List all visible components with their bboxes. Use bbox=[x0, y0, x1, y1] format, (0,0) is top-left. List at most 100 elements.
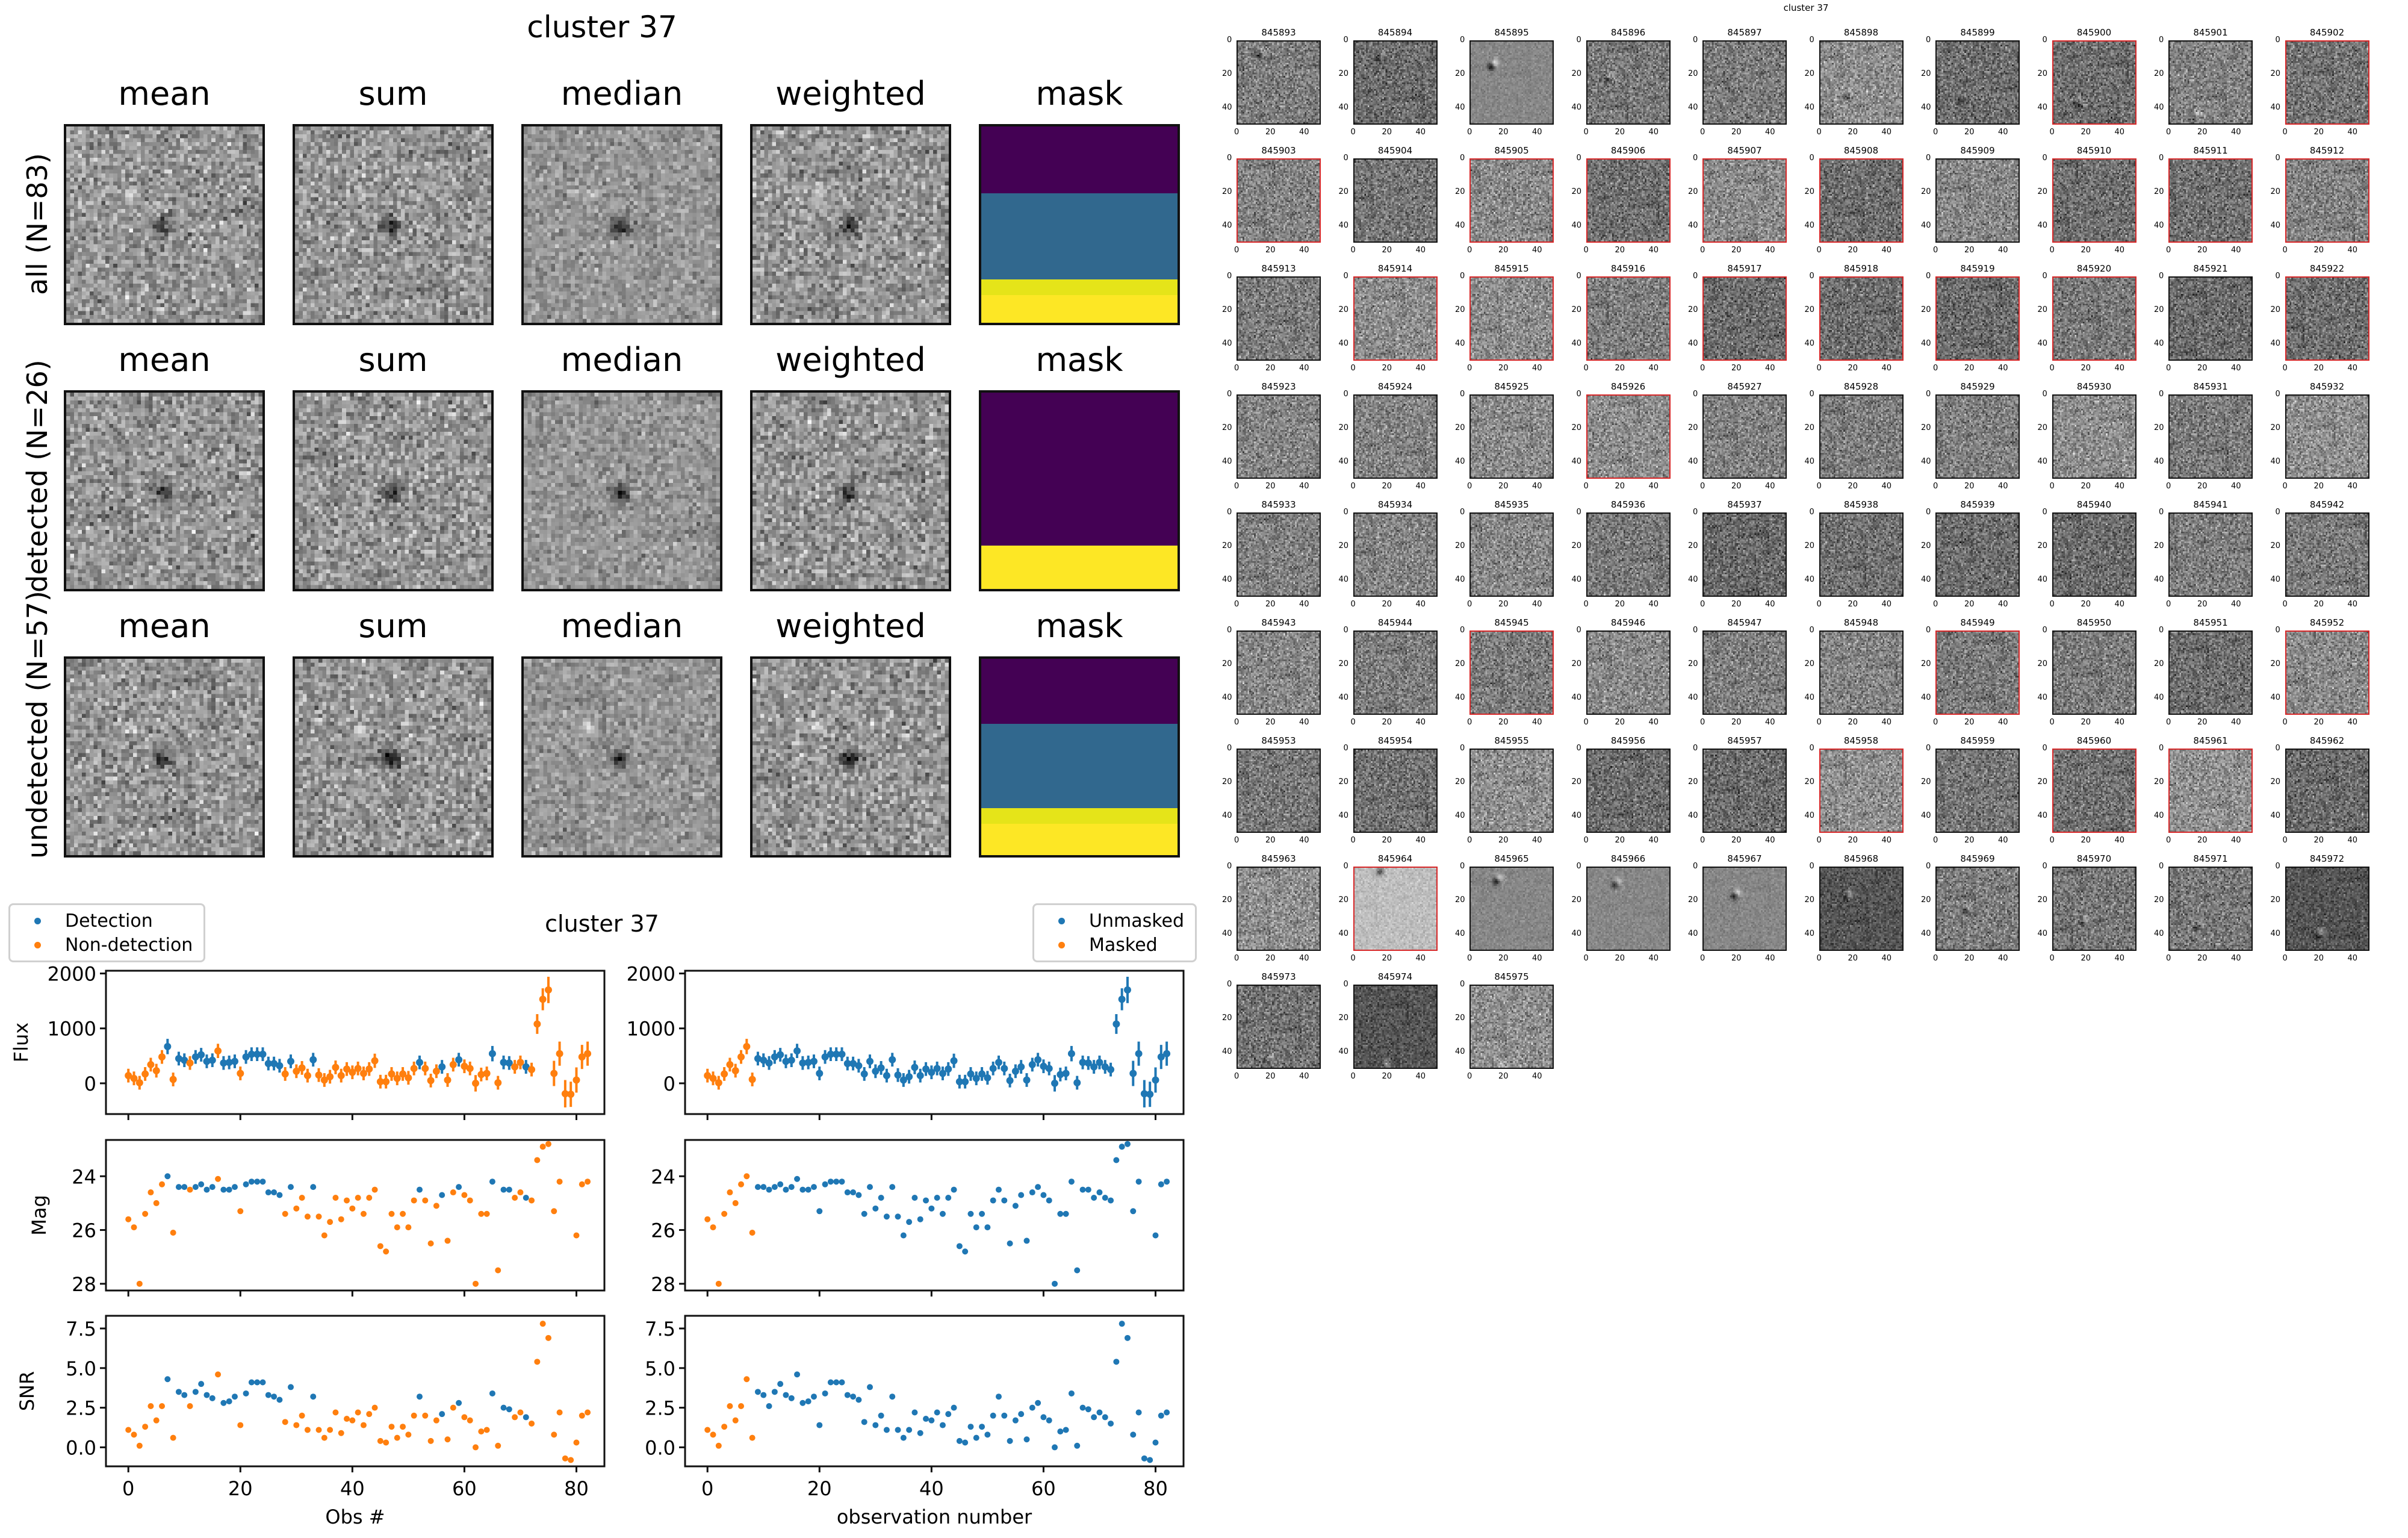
thumbnail-y-tick: 20 bbox=[1222, 895, 1232, 904]
data-point bbox=[911, 1194, 918, 1201]
thumbnail-title: 845938 bbox=[1843, 499, 1879, 510]
thumbnail-y-tick: 20 bbox=[1921, 305, 1931, 314]
thumbnail-y-tick: 20 bbox=[1338, 187, 1349, 196]
data-point bbox=[456, 1399, 462, 1406]
thumbnail-image bbox=[2168, 630, 2253, 715]
thumbnail-y-tick: 20 bbox=[1455, 305, 1465, 314]
data-point bbox=[1129, 1069, 1137, 1077]
thumbnail-image bbox=[2052, 394, 2136, 479]
data-point bbox=[1096, 1189, 1103, 1196]
data-point bbox=[545, 1141, 551, 1147]
thumbnail-x-tick: 0 bbox=[2282, 364, 2288, 373]
thumbnail-pixels bbox=[2170, 396, 2251, 478]
thumbnail-title: 845972 bbox=[2309, 853, 2345, 864]
thumbnail-pixels bbox=[1937, 632, 2019, 714]
mask-band bbox=[981, 126, 1178, 193]
data-point bbox=[203, 1186, 210, 1193]
data-point bbox=[1023, 1076, 1031, 1084]
data-point bbox=[979, 1424, 985, 1430]
thumbnail-x-tick: 20 bbox=[2197, 482, 2208, 491]
thumbnail-x-tick: 20 bbox=[1382, 482, 1392, 491]
thumbnail-x-tick: 20 bbox=[1382, 128, 1392, 137]
data-point bbox=[1074, 1442, 1081, 1449]
thumbnail-title: 845926 bbox=[1610, 381, 1646, 392]
data-point bbox=[355, 1194, 361, 1201]
thumbnail-y-tick: 40 bbox=[2037, 103, 2048, 112]
thumbnail-x-tick: 20 bbox=[1498, 1072, 1509, 1081]
data-point bbox=[1023, 1436, 1030, 1443]
thumbnail-title: 845933 bbox=[1261, 499, 1296, 510]
thumbnail-x-tick: 20 bbox=[1964, 718, 1975, 727]
row-label: undetected (N=57) bbox=[21, 591, 54, 859]
thumbnail-y-tick: 20 bbox=[1688, 777, 1698, 786]
thumbnail-x-tick: 40 bbox=[2114, 718, 2125, 727]
data-point bbox=[125, 1216, 132, 1222]
thumbnail-y-tick: 40 bbox=[1455, 693, 1465, 702]
thumbnail-x-tick: 40 bbox=[2114, 482, 2125, 491]
thumbnail-x-tick: 40 bbox=[1648, 128, 1659, 137]
thumbnail-image-masked bbox=[1702, 158, 1787, 243]
data-point bbox=[1057, 1210, 1064, 1217]
thumbnail-y-tick: 0 bbox=[1343, 862, 1348, 871]
data-point bbox=[1123, 986, 1131, 994]
thumbnail-x-tick: 0 bbox=[1933, 246, 1938, 255]
thumbnail-pixels bbox=[1587, 868, 1669, 950]
y-tick-label: 1000 bbox=[627, 1018, 675, 1041]
thumbnail-x-tick: 40 bbox=[1299, 246, 1309, 255]
thumbnail-pixels bbox=[1820, 750, 1902, 832]
data-point bbox=[990, 1197, 996, 1204]
data-point bbox=[276, 1062, 284, 1069]
data-point bbox=[1018, 1192, 1025, 1198]
data-point bbox=[214, 1047, 222, 1055]
data-point bbox=[405, 1224, 412, 1231]
data-point bbox=[371, 1057, 379, 1065]
y-tick-label: 0.0 bbox=[645, 1436, 675, 1459]
x-tick-label: 0 bbox=[701, 1477, 713, 1500]
data-point bbox=[1052, 1444, 1058, 1451]
column-title-mean: mean bbox=[118, 75, 211, 113]
thumbnail-x-tick: 0 bbox=[1816, 718, 1822, 727]
data-point bbox=[727, 1189, 733, 1196]
data-point bbox=[710, 1224, 716, 1231]
thumbnail-title: 845942 bbox=[2309, 499, 2345, 510]
thumbnail-pixels bbox=[1937, 750, 2019, 832]
thumbnail-y-tick: 0 bbox=[1809, 862, 1814, 871]
data-point bbox=[377, 1437, 383, 1444]
thumbnail-title: 845898 bbox=[1843, 27, 1879, 38]
thumbnail-title: 845914 bbox=[1377, 263, 1413, 274]
legend-detection: Detection Non-detection bbox=[8, 903, 206, 962]
data-point bbox=[1130, 1208, 1137, 1215]
thumbnail-y-tick: 20 bbox=[2154, 69, 2164, 78]
thumbnail-x-tick: 20 bbox=[1731, 128, 1742, 137]
thumbnail-x-tick: 20 bbox=[1382, 954, 1392, 963]
thumbnail-title: 845953 bbox=[1261, 735, 1296, 746]
thumbnail-title: 845969 bbox=[1960, 853, 1995, 864]
thumbnail-image bbox=[1586, 867, 1671, 951]
thumbnail-image bbox=[1353, 985, 1438, 1069]
thumbnail-x-tick: 0 bbox=[2282, 718, 2288, 727]
thumbnail-image bbox=[2285, 512, 2369, 597]
data-point bbox=[777, 1051, 784, 1059]
data-point bbox=[1124, 1334, 1131, 1341]
thumbnail-y-tick: 20 bbox=[1921, 423, 1931, 432]
thumbnail-pixels bbox=[1704, 632, 1786, 714]
data-point bbox=[478, 1428, 485, 1435]
data-point bbox=[743, 1376, 750, 1383]
thumbnail-x-tick: 40 bbox=[1415, 364, 1426, 373]
data-point bbox=[1063, 1427, 1069, 1433]
data-point bbox=[320, 1076, 328, 1084]
data-point bbox=[354, 1065, 362, 1073]
data-point bbox=[945, 1411, 952, 1418]
data-point bbox=[405, 1431, 412, 1438]
thumbnail-y-tick: 20 bbox=[1688, 305, 1698, 314]
thumbnail-x-tick: 40 bbox=[1299, 600, 1309, 609]
thumbnail-y-tick: 20 bbox=[2037, 69, 2048, 78]
thumbnail-y-tick: 20 bbox=[1804, 659, 1815, 668]
data-point bbox=[771, 1184, 778, 1191]
data-point bbox=[1146, 1091, 1154, 1098]
data-point bbox=[990, 1412, 996, 1419]
thumbnail-y-tick: 40 bbox=[1804, 929, 1815, 938]
x-tick-label: 60 bbox=[452, 1477, 477, 1500]
thumbnail-pixels bbox=[1704, 160, 1786, 241]
data-point bbox=[1140, 1090, 1148, 1098]
